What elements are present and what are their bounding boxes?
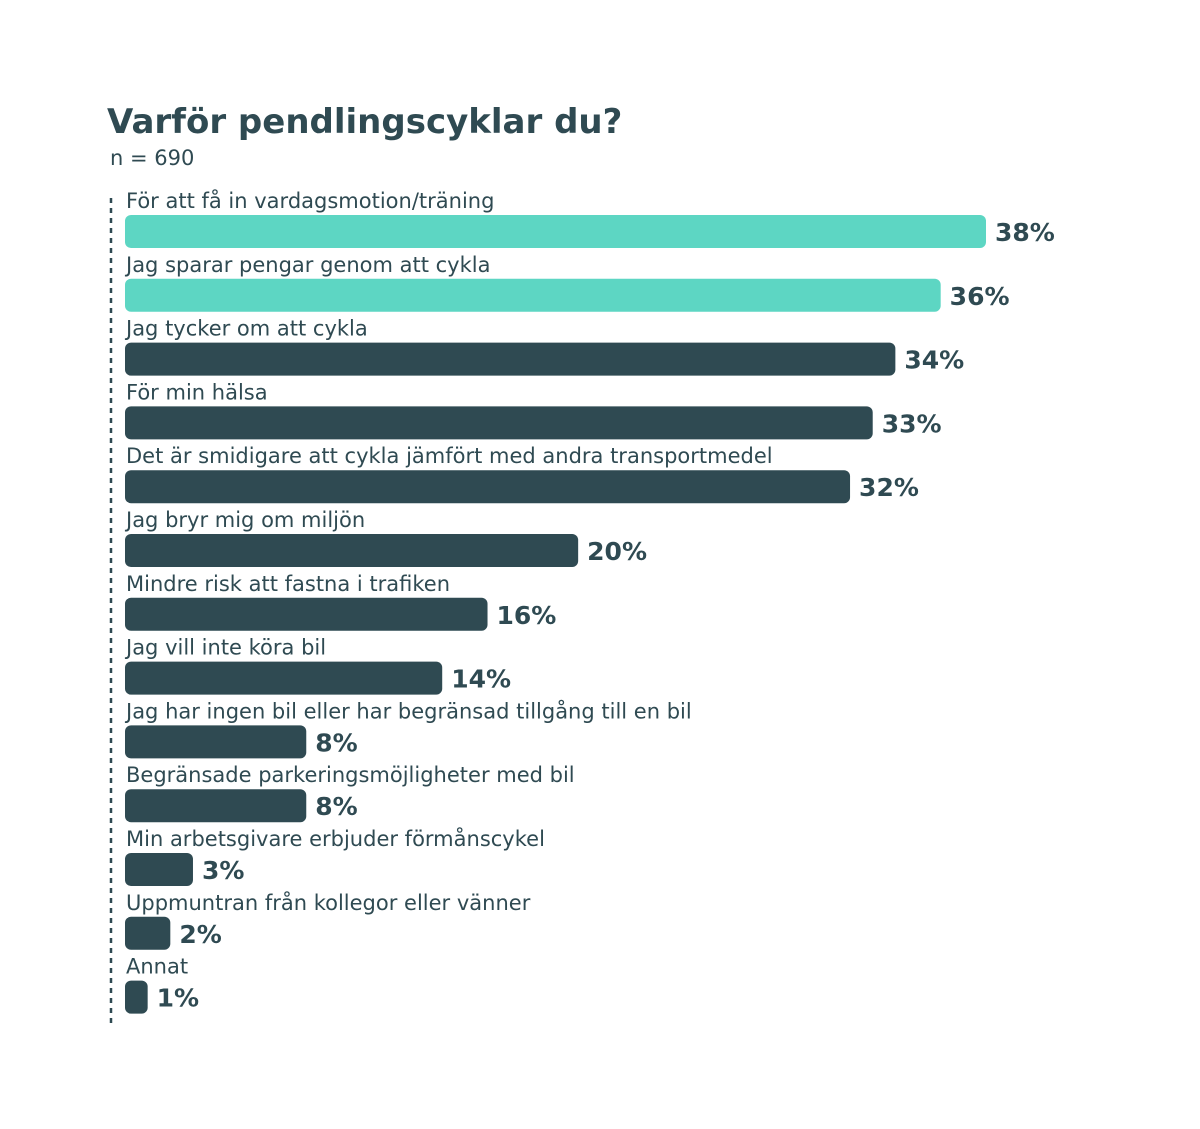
chart-title: Varför pendlingscyklar du? <box>107 102 622 142</box>
value-label: 16% <box>497 601 557 630</box>
bars-group: För att få in vardagsmotion/träning 38% Ja… <box>124 188 1055 1014</box>
bar <box>125 278 941 312</box>
chart-subtitle: n = 690 <box>110 146 194 170</box>
value-label: 20% <box>587 537 647 566</box>
category-label: Jag sparar pengar genom att cykla <box>124 253 490 277</box>
bar <box>125 980 148 1014</box>
category-label: Jag tycker om att cykla <box>124 317 368 341</box>
bar <box>125 789 307 823</box>
bar <box>125 342 896 376</box>
value-label: 3% <box>202 856 244 885</box>
value-label: 32% <box>859 473 919 502</box>
bar <box>125 916 171 950</box>
category-label: Mindre risk att fastna i trafiken <box>126 572 450 596</box>
category-label: För att få in vardagsmotion/träning <box>126 188 494 213</box>
category-label: Det är smidigare att cykla jämfört med a… <box>126 444 773 468</box>
value-label: 8% <box>315 792 357 821</box>
category-label: Begränsade parkeringsmöjligheter med bil <box>126 763 575 787</box>
bar <box>125 406 873 440</box>
category-label: Min arbetsgivare erbjuder förmånscykel <box>126 826 545 851</box>
value-label: 38% <box>995 218 1055 247</box>
bar <box>125 597 488 631</box>
value-label: 36% <box>950 282 1010 311</box>
category-label: Jag vill inte köra bil <box>124 636 326 660</box>
bar <box>125 470 851 504</box>
value-label: 1% <box>157 984 199 1013</box>
bar <box>125 725 307 759</box>
bar <box>125 661 443 695</box>
bar <box>125 215 986 248</box>
category-label: Annat <box>126 955 188 979</box>
value-label: 33% <box>882 409 942 438</box>
value-label: 8% <box>315 728 357 757</box>
value-label: 14% <box>451 665 511 694</box>
category-label: Uppmuntran från kollegor eller vänner <box>126 890 531 915</box>
bar <box>125 853 193 886</box>
category-label: För min hälsa <box>126 380 268 404</box>
value-label: 2% <box>179 920 221 949</box>
value-label: 34% <box>904 346 964 375</box>
category-label: Jag har ingen bil eller har begränsad ti… <box>124 698 692 723</box>
category-label: Jag bryr mig om miljön <box>124 508 365 532</box>
bar <box>125 534 579 567</box>
